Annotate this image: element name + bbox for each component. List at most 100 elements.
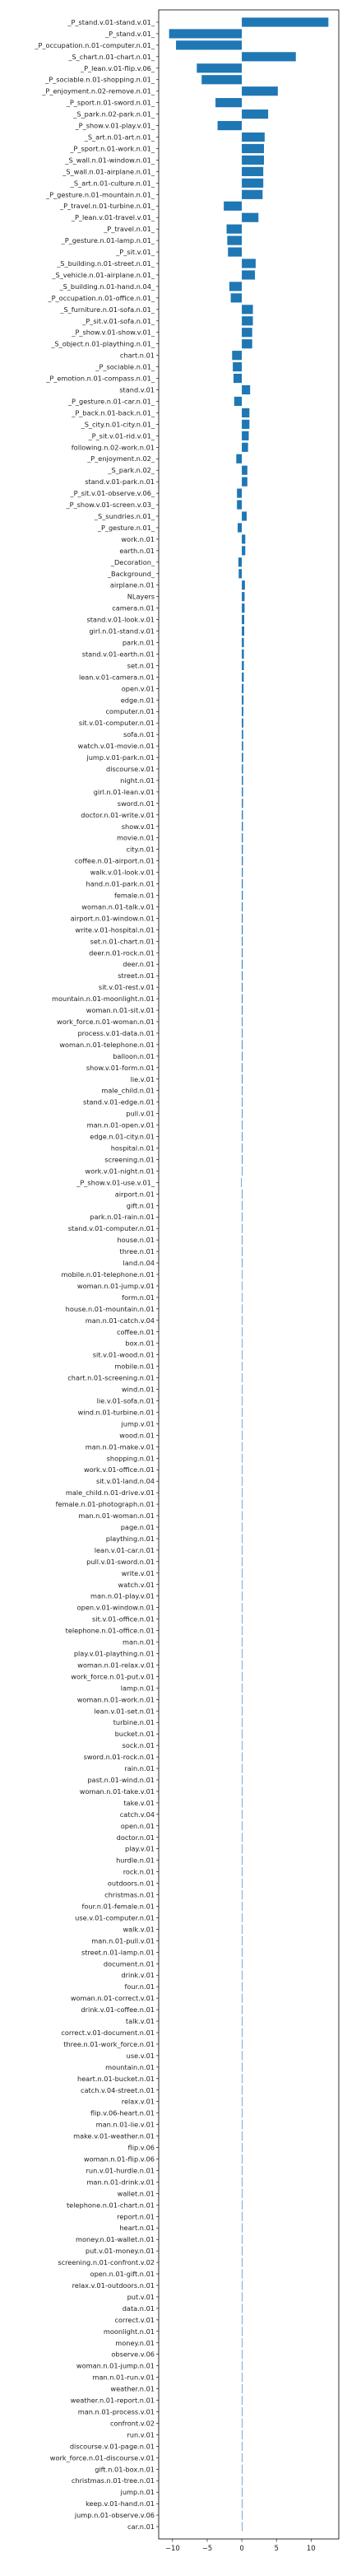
bar [242,2165,243,2176]
bar [242,2487,243,2497]
y-tick-label: sword.n.01-rock.n.01 [84,1753,155,1761]
y-tick-label: drink.v.01 [121,1971,155,1979]
bar [242,1395,243,1406]
bar [242,2350,243,2359]
y-tick-label: show.v.01-form.n.01 [86,1064,155,1072]
bar [242,1740,243,1750]
bar [242,1821,243,1831]
y-tick-label: flip.v.06 [128,2144,155,2152]
bar [242,1074,243,1084]
y-tick-label: earth.n.01 [119,547,155,555]
y-tick-label: balloon.n.01 [113,1052,155,1060]
y-tick-label: talk.v.01 [126,2017,155,2025]
y-tick-label: man.n.01-catch.v.04 [86,1316,155,1325]
bar [242,1786,243,1796]
y-tick-label: page.n.01 [121,1523,155,1531]
y-tick-label: discourse.v.01-page.n.01 [70,2442,155,2450]
bar [242,1889,243,1900]
y-tick-label: _S_sundries.n.01_ [94,512,155,520]
y-tick-label: stand.v.01-park.n.01 [85,477,155,486]
y-tick-label: screening.n.01 [104,1155,155,1163]
y-tick-label: man.n.01-play.v.01 [90,1592,155,1600]
bar [242,1648,243,1659]
bar [242,2373,243,2383]
y-tick-label: _P_stand.v.01_ [104,30,155,38]
bar [242,925,243,934]
y-tick-label: woman.n.01-jump.n.01 [76,2362,155,2370]
bar [242,2200,243,2210]
bar [242,741,243,751]
bar [242,1005,243,1015]
y-tick-label: _P_enjoyment.n.02-remove.n.01_ [41,87,155,95]
y-tick-label: man.n.01-lie.v.01 [96,2121,155,2129]
y-tick-label: flip.v.06-heart.n.01 [90,2109,155,2117]
bar [233,362,243,372]
y-tick-label: form.n.01 [122,1293,155,1302]
y-tick-label: work.n.01 [121,535,155,543]
y-tick-label: man.n.01-make.v.01 [86,1442,155,1451]
bar [242,1522,243,1532]
bar [242,132,265,142]
bar [242,1246,243,1256]
bar [242,1717,243,1727]
bar [242,259,256,268]
bar [227,235,243,245]
y-tick-label: mobile.n.01 [114,1363,155,1371]
y-tick-label: _S_building.n.01-street.n.01_ [56,259,155,268]
y-tick-label: three.n.01 [120,1247,155,1255]
y-tick-label: _P_show.v.01-screen.v.03_ [66,501,155,509]
y-tick-label: sit.v.01-land.n.04 [96,1477,155,1485]
y-tick-label: woman.n.01-correct.v.01 [71,1994,155,2002]
bar [242,799,243,808]
bar [242,1430,243,1440]
y-tick-label: _S_object.n.01-plaything.n.01_ [50,340,155,348]
bar [242,1258,243,1268]
y-tick-label: set.n.01-chart.n.01 [90,937,155,945]
bar-series [169,17,329,2532]
y-tick-label: stand.v.01 [119,386,155,394]
y-tick-label: play.v.01 [125,1845,155,1853]
bar [226,224,243,234]
bar [242,2269,243,2279]
y-tick-label: _P_enjoyment.n.02_ [86,454,155,463]
bar [242,2074,243,2084]
bar [242,1534,243,1544]
y-tick-label: observe.v.06 [111,2350,155,2359]
bar [242,1912,243,1923]
y-tick-label: process.v.01-data.n.01 [77,1029,155,1037]
plot-frame [158,9,340,2540]
bar [242,1637,243,1647]
y-tick-label: _S_art.n.01-art.n.01_ [84,133,155,142]
y-tick-label: pull.v.01 [126,1110,155,1118]
y-tick-label: sword.n.01 [118,799,155,808]
bar [242,166,264,176]
y-tick-label: man.n.01-open.v.01 [87,1121,155,1130]
bar [242,2303,243,2313]
bar [242,2062,243,2072]
y-tick-label: stand.v.01-look.v.01 [86,616,155,624]
y-tick-label: sock.n.01 [123,1741,155,1749]
y-tick-label: _P_back.n.01-back.n.01_ [71,408,155,417]
bar [242,546,246,556]
bar [242,776,243,785]
bar [217,120,243,131]
bar [233,373,243,384]
bar [242,408,250,418]
y-tick-label: use.v.01 [127,2052,155,2060]
y-tick-label: put.v.01 [127,2293,155,2301]
y-tick-label: catch.v.04 [120,1810,155,1819]
bar [242,1143,243,1153]
bar [242,1752,243,1762]
bar [242,1660,243,1670]
bar [242,1465,243,1474]
y-tick-label: _S_building.n.01-hand.n.04_ [59,282,155,291]
bar [242,1488,243,1498]
y-tick-label: night.n.01 [120,776,155,785]
y-tick-label: _P_sport.n.01-work.n.01_ [69,144,155,152]
y-tick-label: _P_travel.n.01-turbine.n.01_ [59,202,155,210]
y-tick-label: discourse.v.01 [106,765,155,773]
bar [242,2246,243,2256]
y-tick-label: confront.v.02 [110,2419,155,2427]
y-tick-label: man.n.01-woman.n.01 [78,1512,155,1520]
bar [242,2051,243,2061]
